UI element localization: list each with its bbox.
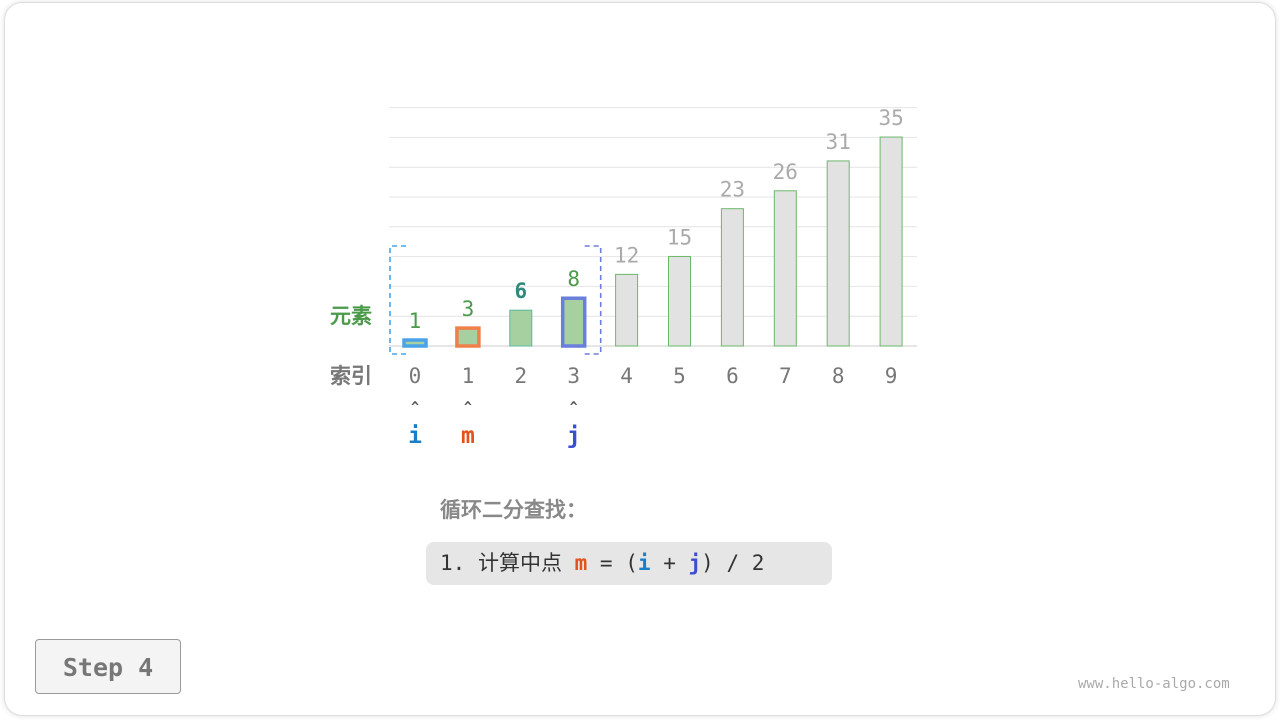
bar [668,255,691,347]
pointer-i: i [408,423,422,449]
var-i: i [637,551,651,575]
value-label: 31 [826,130,851,154]
bar [455,326,481,348]
step-formula: 1. 计算中点 m = (i + j) / 2 [426,542,832,585]
index-label: 1 [462,364,475,388]
pointer-arrow-icon: ^ [411,400,419,415]
pointer-arrow-icon: ^ [464,400,472,415]
value-label: 8 [567,267,580,291]
paren-right: ) [701,551,714,575]
value-label: 35 [878,106,903,130]
pointer-arrow-icon: ^ [570,400,578,415]
var-m: m [574,551,588,575]
range-bracket-right [584,245,602,355]
row-label-index: 索引 [330,364,372,388]
slide-frame [4,2,1276,716]
value-label: 3 [462,297,475,321]
pointer-m: m [461,423,475,449]
bar [615,273,639,347]
bar [509,309,533,347]
two: 2 [751,551,765,575]
index-label: 7 [779,364,792,388]
value-label: 26 [773,160,798,184]
section-title: 循环二分查找： [440,498,587,522]
index-label: 5 [673,364,686,388]
paren-left: ( [625,551,638,575]
row-label-elements: 元素 [330,304,372,328]
step-button[interactable]: Step 4 [35,639,181,694]
bar [773,190,797,347]
pointer-j: j [567,423,581,449]
step-text: 计算中点 [477,551,562,575]
value-label: 6 [514,279,527,303]
var-j: j [688,551,702,575]
index-label: 2 [514,364,527,388]
index-label: 0 [409,364,422,388]
value-label: 15 [667,225,692,249]
equals: = [599,551,613,575]
bar [402,338,428,348]
bar [826,160,850,347]
value-label: 23 [720,178,745,202]
value-label: 1 [409,309,422,333]
bar [720,208,744,347]
step-number: 1. [440,551,466,575]
index-label: 6 [726,364,739,388]
value-label: 12 [614,243,639,267]
index-label: 3 [567,364,580,388]
range-bracket-left [389,245,406,355]
watermark: www.hello-algo.com [1078,676,1230,692]
index-label: 8 [832,364,845,388]
bar [560,296,587,348]
divide: / [726,551,740,575]
index-label: 9 [885,364,898,388]
index-label: 4 [620,364,633,388]
plus: + [663,551,676,575]
bar [879,136,903,347]
